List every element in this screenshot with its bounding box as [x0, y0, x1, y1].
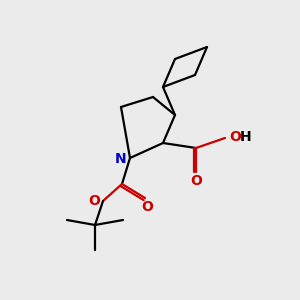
Text: N: N: [115, 152, 127, 166]
Text: O: O: [88, 194, 100, 208]
Text: H: H: [240, 130, 252, 144]
Text: O: O: [141, 200, 153, 214]
Text: O: O: [229, 130, 241, 144]
Text: O: O: [190, 174, 202, 188]
